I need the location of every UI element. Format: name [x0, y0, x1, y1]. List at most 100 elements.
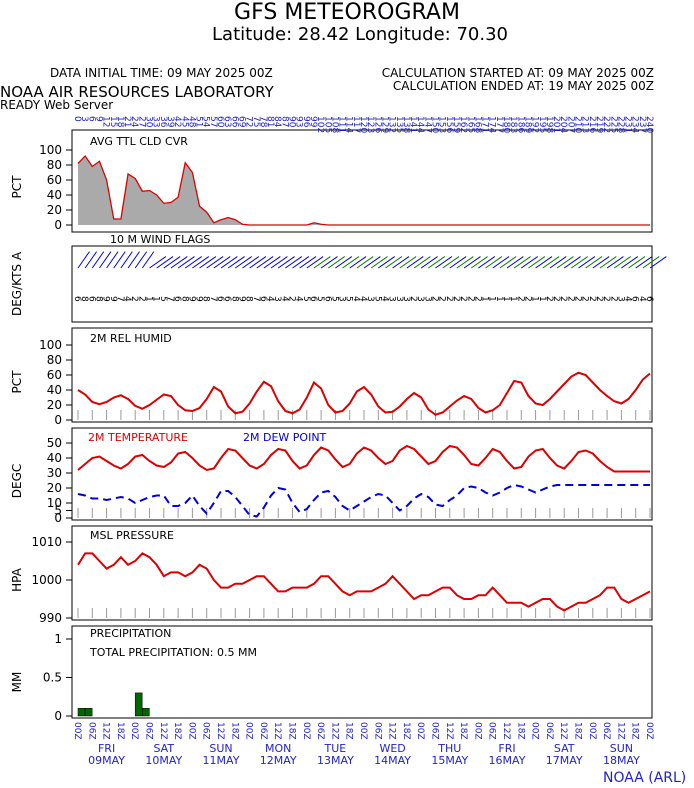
top-hour-label-78: 234 — [630, 116, 640, 133]
wind-speed-label-4: 9 — [101, 296, 111, 302]
top-hour-label-35: 105 — [322, 116, 332, 133]
wind-speed-label-59: 1 — [494, 296, 504, 302]
top-hour-label-65: 195 — [537, 116, 547, 133]
wind-barb-29 — [285, 256, 303, 269]
wind-barb-44 — [392, 256, 410, 269]
wind-speed-label-64: 1 — [530, 296, 540, 302]
day-dow-3: MON — [265, 742, 291, 755]
bottom-hour-label-12: 00Z — [244, 722, 254, 740]
bottom-hour-label-7: 18Z — [172, 722, 182, 740]
top-hour-label-61: 183 — [508, 116, 518, 133]
wind-speed-label-35: 6 — [322, 296, 332, 302]
top-hour-label-44: 132 — [387, 116, 397, 133]
bottom-hour-label-1: 06Z — [86, 722, 96, 740]
day-date-4: 13MAY — [317, 754, 354, 767]
bottom-hour-label-3: 18Z — [115, 722, 125, 740]
wind-barb-69 — [571, 256, 589, 269]
wind-speed-label-24: 8 — [244, 296, 254, 302]
bottom-hour-label-4: 00Z — [129, 722, 139, 740]
bottom-hour-label-8: 00Z — [186, 722, 196, 740]
precip-bar-1 — [84, 708, 93, 717]
wind-speed-label-48: 3 — [415, 296, 425, 302]
y-tick-label-3-4: 30 — [47, 466, 62, 480]
wind-speed-label-23: 9 — [236, 296, 246, 302]
wind-speed-label-68: 2 — [558, 296, 568, 302]
wind-speed-label-65: 1 — [537, 296, 547, 302]
cloud-cover-line — [77, 154, 650, 226]
wind-speed-label-26: 6 — [258, 296, 268, 302]
wind-barb-59 — [499, 256, 517, 269]
top-hour-label-45: 135 — [394, 116, 404, 133]
wind-barb-68 — [563, 256, 581, 269]
wind-speed-label-40: 4 — [358, 296, 368, 302]
top-hour-label-70: 210 — [573, 116, 583, 133]
top-hour-label-37: 111 — [337, 116, 347, 133]
day-dow-7: FRI — [498, 742, 515, 755]
top-hour-label-7: 21 — [122, 116, 132, 127]
wind-speed-label-7: 4 — [122, 296, 132, 302]
bottom-hour-label-27: 18Z — [458, 722, 468, 740]
wind-speed-label-12: 5 — [158, 296, 168, 302]
bottom-hour-label-20: 00Z — [358, 722, 368, 740]
wind-barb-42 — [378, 256, 395, 269]
top-hour-label-55: 165 — [465, 116, 475, 133]
y-tick-label-3-2: 10 — [47, 496, 62, 510]
wind-speed-label-11: 1 — [151, 296, 161, 302]
wind-barb-9 — [141, 251, 155, 269]
bottom-hour-label-24: 00Z — [415, 722, 425, 740]
day-dow-0: FRI — [98, 742, 115, 755]
wind-barb-45 — [399, 256, 417, 269]
wind-barb-33 — [313, 256, 331, 269]
top-hour-label-72: 216 — [587, 116, 597, 133]
wind-barb-6 — [120, 251, 133, 269]
bottom-hour-label-28: 00Z — [472, 722, 482, 740]
wind-speed-label-79: 4 — [637, 296, 647, 302]
top-hour-label-59: 177 — [494, 116, 504, 133]
bottom-hour-label-17: 06Z — [315, 722, 325, 740]
day-date-7: 16MAY — [489, 754, 526, 767]
wind-speed-label-38: 5 — [344, 296, 354, 302]
top-hour-label-6: 18 — [115, 116, 125, 128]
y-tick-label-0-5: 100 — [39, 143, 62, 157]
wind-speed-label-53: 2 — [451, 296, 461, 302]
data-initial-time: DATA INITIAL TIME: 09 MAY 2025 00Z — [50, 66, 273, 80]
wind-speed-label-21: 6 — [222, 296, 232, 302]
wind-speed-label-55: 2 — [465, 296, 475, 302]
wind-barb-65 — [542, 256, 560, 269]
wind-barb-14 — [177, 256, 195, 269]
location-label: Latitude: 28.42 Longitude: 70.30 — [212, 24, 508, 45]
wind-speed-label-17: 9 — [194, 296, 204, 302]
y-tick-label-2-3: 60 — [47, 368, 62, 382]
bottom-hour-label-26: 12Z — [444, 722, 454, 740]
top-hour-label-0: 0 — [72, 116, 82, 122]
bottom-hour-label-25: 06Z — [430, 722, 440, 740]
wind-speed-label-75: 2 — [608, 296, 618, 302]
wind-speed-label-14: 6 — [172, 296, 182, 302]
wind-barb-10 — [149, 256, 167, 269]
bottom-hour-label-9: 06Z — [201, 722, 211, 740]
wind-speed-label-15: 8 — [179, 296, 189, 302]
top-hour-label-38: 114 — [344, 116, 354, 133]
wind-speed-label-13: 7 — [165, 296, 175, 302]
top-hour-label-75: 225 — [608, 116, 618, 133]
top-hour-label-79: 237 — [637, 116, 647, 133]
wind-speed-label-0: 6 — [72, 296, 82, 302]
wind-barb-76 — [621, 256, 639, 269]
wind-barb-70 — [578, 256, 596, 269]
wind-barb-7 — [127, 251, 140, 269]
wind-barb-77 — [628, 256, 646, 269]
wind-speed-label-3: 8 — [93, 296, 103, 302]
day-dow-8: SAT — [554, 742, 575, 755]
y-axis-label-1: DEG/KTS A — [10, 251, 24, 316]
top-hour-label-3: 9 — [93, 116, 103, 122]
y-tick-label-2-4: 80 — [47, 353, 62, 367]
top-hour-label-34: 102 — [315, 116, 325, 133]
day-date-5: 14MAY — [374, 754, 411, 767]
wind-barb-55 — [470, 256, 488, 269]
wind-speed-label-36: 5 — [329, 296, 339, 302]
precip-bar-2 — [134, 692, 143, 717]
wind-speed-label-69: 2 — [565, 296, 575, 302]
wind-barb-13 — [170, 256, 188, 269]
wind-speed-label-71: 2 — [580, 296, 590, 302]
y-tick-label-3-0: 0 — [54, 511, 62, 525]
